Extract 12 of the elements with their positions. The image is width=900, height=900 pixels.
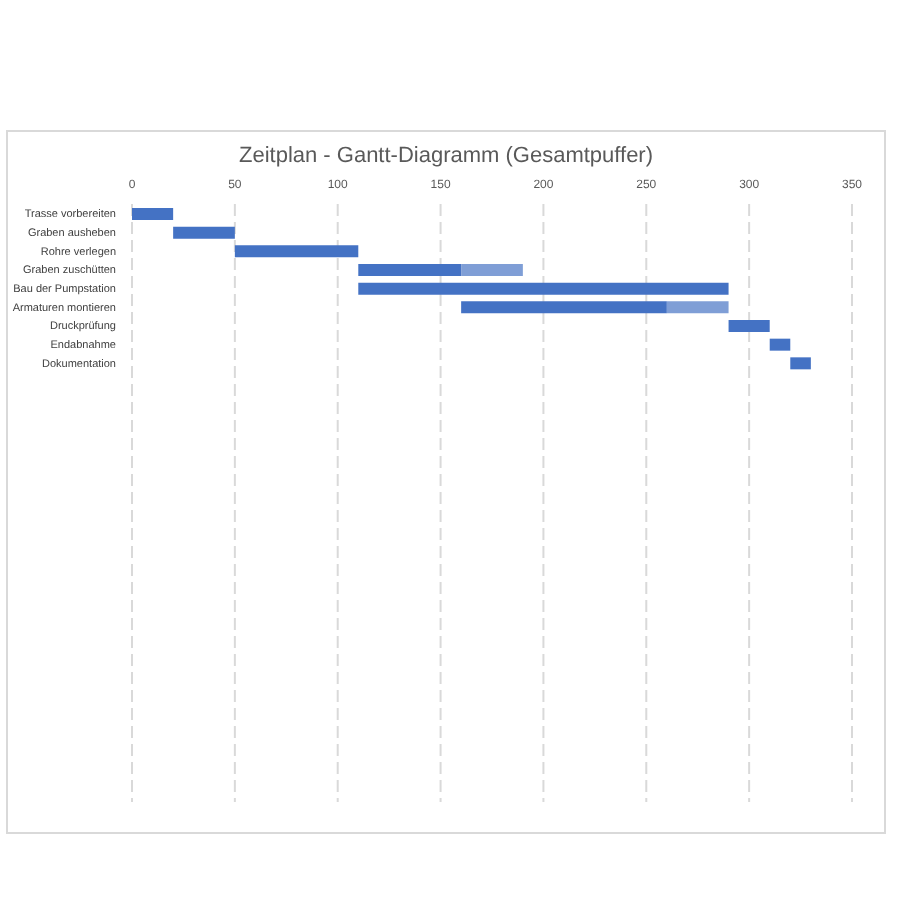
bar <box>790 357 811 370</box>
bar <box>173 226 235 239</box>
bar <box>461 301 667 314</box>
bar <box>769 338 791 351</box>
bar <box>132 208 174 220</box>
chart-title: Zeitplan - Gantt-Diagramm (Gesamtpuffer) <box>236 144 656 172</box>
bar <box>358 282 729 295</box>
bar <box>358 264 462 276</box>
bar <box>461 264 523 276</box>
bar <box>666 301 729 314</box>
bar <box>234 245 359 258</box>
bar <box>728 320 770 332</box>
